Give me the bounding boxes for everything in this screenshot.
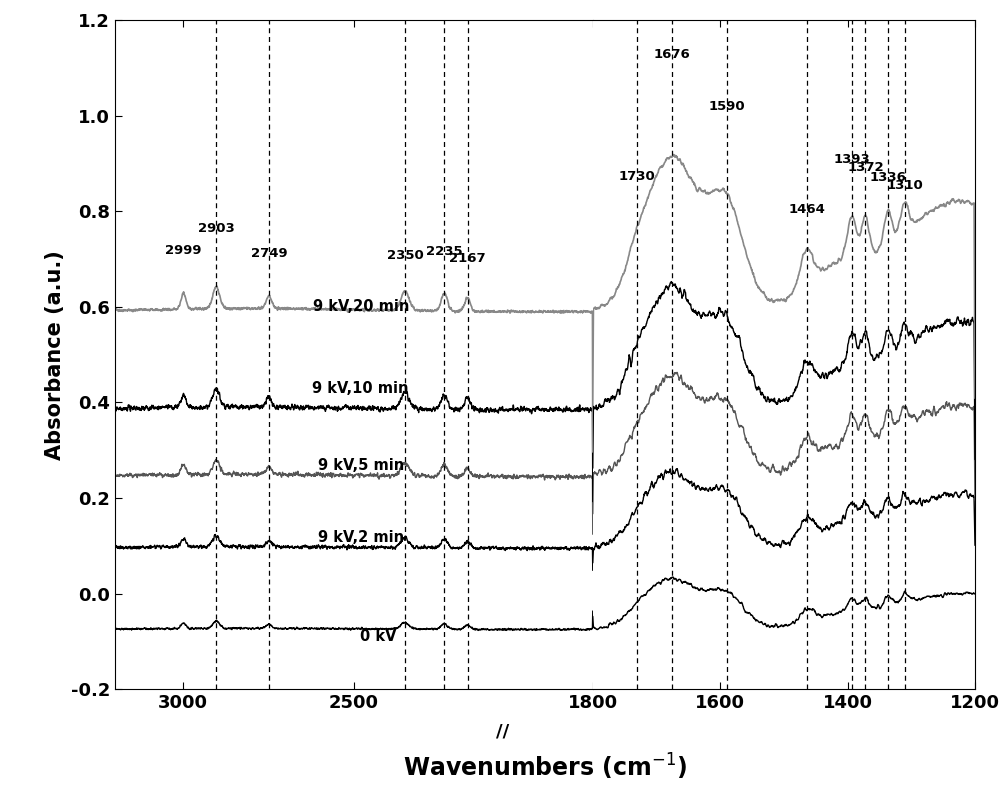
- Text: 1464: 1464: [788, 203, 825, 216]
- Text: 2903: 2903: [198, 222, 235, 235]
- Text: 1393: 1393: [834, 153, 870, 166]
- Text: 1372: 1372: [847, 161, 884, 174]
- Text: 2235: 2235: [426, 245, 463, 258]
- Text: 1336: 1336: [870, 171, 907, 184]
- Text: 9 kV,10 min: 9 kV,10 min: [312, 380, 409, 396]
- Text: 1590: 1590: [708, 100, 745, 114]
- Text: 2749: 2749: [251, 247, 287, 260]
- Text: 0 kV: 0 kV: [360, 629, 396, 644]
- Text: //: //: [496, 722, 510, 740]
- Text: 9 kV,20 min: 9 kV,20 min: [313, 299, 409, 314]
- Text: 1310: 1310: [887, 179, 923, 192]
- Text: 9 kV,5 min: 9 kV,5 min: [318, 458, 404, 473]
- Text: 2350: 2350: [387, 249, 423, 263]
- Text: 2167: 2167: [449, 251, 486, 265]
- Text: 1730: 1730: [619, 169, 656, 183]
- Text: 9 kV,2 min: 9 kV,2 min: [318, 530, 404, 545]
- Text: 1676: 1676: [653, 48, 690, 60]
- Y-axis label: Absorbance (a.u.): Absorbance (a.u.): [45, 250, 65, 459]
- Text: Wavenumbers (cm$^{-1}$): Wavenumbers (cm$^{-1}$): [403, 752, 687, 783]
- Text: 2999: 2999: [165, 243, 202, 256]
